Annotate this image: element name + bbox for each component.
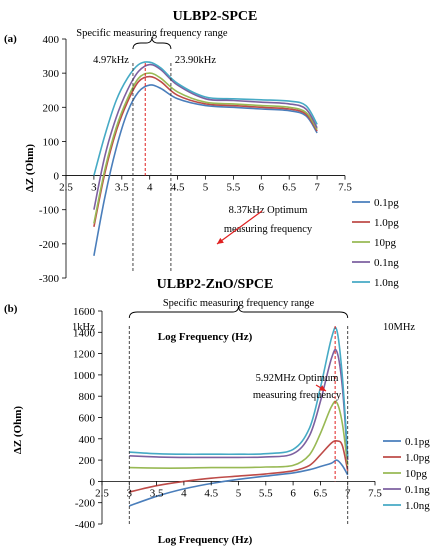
x-tick-label: 6: [259, 182, 265, 194]
x-tick-label: 7.5: [338, 182, 352, 194]
x-tick-label: 4.5: [171, 182, 185, 194]
series-line-0-1pg: [93, 84, 318, 256]
optimum-label-line2: measuring frequency: [253, 390, 342, 401]
y-tick-label: -100: [39, 205, 60, 217]
optimum-label-line1: 8.37kHz Optimum: [229, 205, 308, 216]
legend-label: 10pg: [374, 237, 397, 249]
optimum-arrow-head: [217, 237, 224, 244]
range-left-label: 4.97kHz: [93, 55, 129, 66]
x-tick-label: 6: [290, 487, 296, 499]
x-tick-label: 3: [91, 182, 97, 194]
chart-title: ULBP2-ZnO/SPCE: [157, 277, 274, 292]
y-tick-label: 1200: [73, 349, 96, 361]
optimum-label-line2: measuring frequency: [224, 224, 313, 235]
x-axis-label: Log Frequency (Hz): [158, 534, 253, 546]
legend-label: 1.0pg: [405, 452, 430, 464]
series-group: [93, 61, 318, 256]
legend-label: 1.0ng: [405, 500, 430, 512]
y-tick-label: 0: [54, 171, 60, 183]
y-tick-label: 800: [79, 391, 96, 403]
range-brace: [128, 305, 349, 319]
series-line-1-0pg: [93, 75, 318, 227]
annotation-group: Specific measuring frequency range 1kHz 10…: [72, 298, 415, 524]
series-line-1-0ng: [129, 326, 349, 457]
legend-label: 0.1ng: [405, 484, 430, 496]
series-line-10pg: [129, 400, 349, 469]
x-tick-label: 4.5: [204, 487, 218, 499]
panel-a: ULBP2-SPCE (a) 2.5 3 3.5 4 4.5 5 5.5 6 6.5 7 7.5 -3…: [4, 9, 399, 343]
y-tick-label: 200: [79, 455, 96, 467]
chart-title: ULBP2-SPCE: [173, 9, 258, 24]
x-tick-label: 5.5: [259, 487, 273, 499]
y-tick-label: 1600: [73, 306, 96, 318]
series-line-1-0ng: [93, 61, 318, 176]
legend-label: 1.0ng: [374, 277, 399, 289]
x-tick-label: 7.5: [368, 487, 382, 499]
x-tick-label: 6.5: [282, 182, 296, 194]
optimum-arrow: [216, 210, 263, 245]
y-tick-label: 100: [43, 136, 60, 148]
x-axis-label: Log Frequency (Hz): [158, 331, 253, 343]
x-tick-label: 3.5: [150, 487, 164, 499]
y-tick-label: 600: [79, 413, 96, 425]
y-tick-label: -400: [75, 519, 96, 531]
x-tick-label: 5: [203, 182, 209, 194]
x-tick-label: 2.5: [59, 182, 73, 194]
range-label: Specific measuring frequency range: [76, 28, 228, 39]
y-tick-label: 300: [43, 68, 60, 80]
panel-label: (b): [4, 303, 18, 315]
x-tick-label: 4: [147, 182, 153, 194]
legend-label: 0.1ng: [374, 257, 399, 269]
tick-group: 2.533.544.555.566.577.5-400-200020040060…: [73, 306, 382, 531]
legend-label: 1.0pg: [374, 217, 399, 229]
range-right-label: 23.90kHz: [175, 55, 216, 66]
x-tick-label: 2.5: [95, 487, 109, 499]
y-tick-label: 0: [90, 476, 96, 488]
y-tick-label: -200: [39, 239, 60, 251]
legend-label: 0.1pg: [405, 436, 430, 448]
x-tick-label: 6.5: [314, 487, 328, 499]
series-line-10pg: [93, 72, 318, 224]
legend-label: 10pg: [405, 468, 428, 480]
x-tick-label: 7: [314, 182, 320, 194]
y-tick-label: 400: [79, 434, 96, 446]
x-tick-label: 5: [236, 487, 242, 499]
y-axis-label: ΔZ (Ohm): [12, 406, 24, 454]
panel-label: (a): [4, 33, 17, 45]
series-group: [129, 326, 349, 507]
x-tick-label: 4: [181, 487, 187, 499]
y-tick-label: -200: [75, 498, 96, 510]
y-axis-label: ΔZ (Ohm): [24, 144, 36, 192]
range-right-label: 10MHz: [383, 322, 415, 333]
range-brace: [132, 36, 172, 50]
range-label: Specific measuring frequency range: [163, 298, 315, 309]
legend: 0.1pg 1.0pg 10pg 0.1ng 1.0ng: [352, 197, 399, 289]
series-line-0-1ng: [93, 63, 318, 210]
series-line-0-1ng: [129, 348, 349, 461]
y-tick-label: 400: [43, 34, 60, 46]
optimum-arrow-head: [319, 385, 326, 391]
optimum-label-line1: 5.92MHz Optimum: [256, 373, 339, 384]
tick-group: 2.5 3 3.5 4 4.5 5 5.5 6 6.5 7 7.5 -300 -200 -100 0 100 2…: [39, 34, 353, 285]
y-tick-label: 1400: [73, 327, 96, 339]
y-tick-label: -300: [39, 273, 60, 285]
annotation-group: Specific measuring frequency range 4.97kH…: [76, 28, 313, 272]
x-tick-label: 5.5: [227, 182, 241, 194]
panel-b: ULBP2-ZnO/SPCE (b) 2.533.544.555.566.577…: [4, 277, 430, 546]
legend: 0.1pg 1.0pg 10pg 0.1ng 1.0ng: [383, 436, 430, 512]
legend-label: 0.1pg: [374, 197, 399, 209]
series-line-0-1pg: [129, 459, 349, 507]
y-tick-label: 200: [43, 102, 60, 114]
range-left-label: 1kHz: [72, 322, 95, 333]
y-tick-label: 1000: [73, 370, 96, 382]
x-tick-label: 3.5: [115, 182, 129, 194]
